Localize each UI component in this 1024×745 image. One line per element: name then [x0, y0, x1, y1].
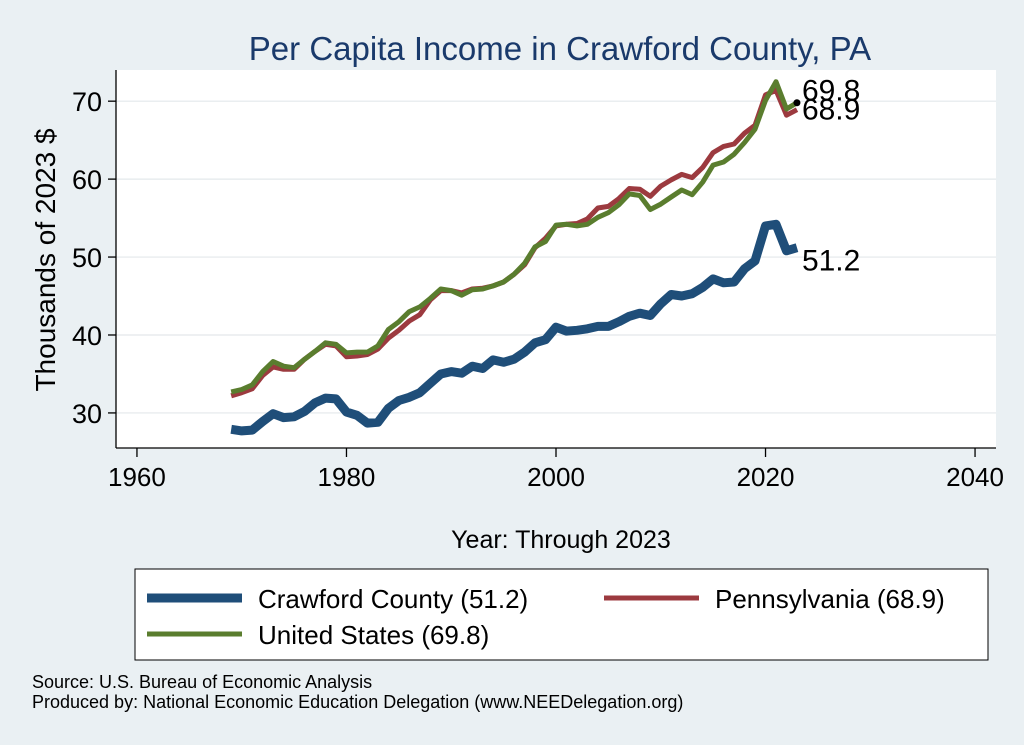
end-marker-united-states: [793, 99, 801, 107]
x-axis-label: Year: Through 2023: [451, 526, 671, 554]
end-label-crawford-county: 51.2: [802, 245, 860, 278]
series-line-united-states: [230, 79, 799, 395]
x-tick-label-2000: 2000: [527, 462, 585, 492]
chart-title: Per Capita Income in Crawford County, PA: [249, 30, 871, 67]
legend-box: [134, 568, 989, 661]
axes: 30 40 50 60 70 1960 1980 2000 2020 2040: [72, 70, 1004, 492]
y-tick-label-70: 70: [72, 87, 102, 117]
grid-lines: [116, 100, 996, 414]
x-tick-label-1960: 1960: [108, 462, 166, 492]
producer-note: Produced by: National Economic Education…: [32, 692, 684, 712]
x-tick-label-2040: 2040: [946, 462, 1004, 492]
source-note: Source: U.S. Bureau of Economic Analysis: [32, 672, 373, 692]
y-tick-label-40: 40: [72, 321, 102, 351]
end-label-united-states: 69.8: [802, 75, 860, 108]
series-line-crawford-county: [230, 219, 799, 436]
y-axis-label: Thousands of 2023 $: [30, 128, 61, 392]
end-label-pennsylvania: 68.9: [802, 94, 860, 127]
legend: Crawford County (51.2) Pennsylvania (68.9…: [147, 584, 945, 650]
y-tick-label-60: 60: [72, 165, 102, 195]
end-labels: 51.2 68.969.8: [793, 75, 860, 278]
x-tick-label-2020: 2020: [737, 462, 795, 492]
plot-area: [116, 70, 996, 448]
y-tick-label-50: 50: [72, 243, 102, 273]
legend-label-united-states: United States (69.8): [258, 620, 489, 650]
legend-label-pennsylvania: Pennsylvania (68.9): [715, 584, 945, 614]
y-tick-label-30: 30: [72, 399, 102, 429]
x-tick-label-1980: 1980: [318, 462, 376, 492]
legend-label-crawford-county: Crawford County (51.2): [258, 584, 528, 614]
series-lines: [230, 79, 799, 436]
